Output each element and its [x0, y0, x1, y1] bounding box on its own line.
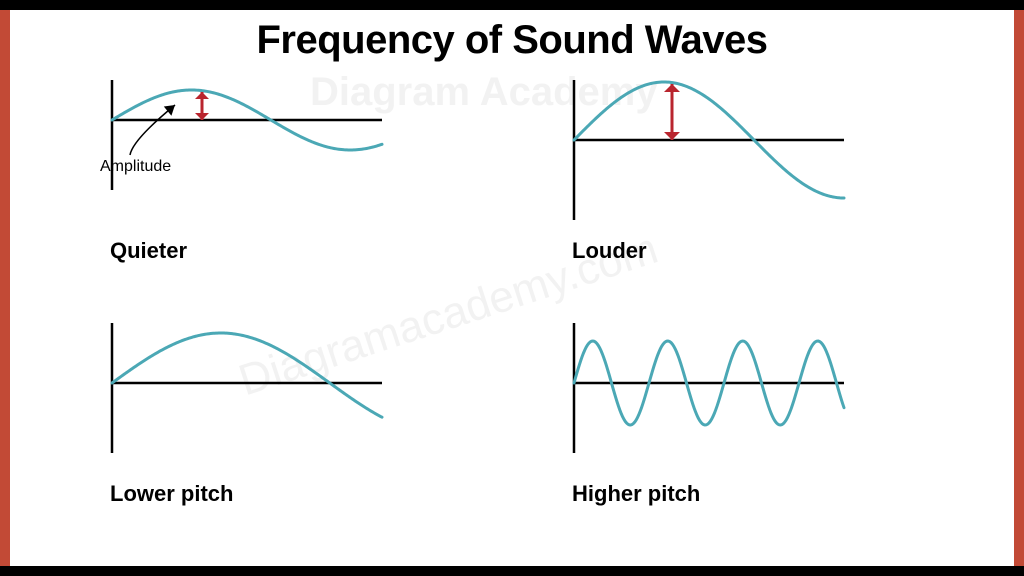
wave-grid: Amplitude Quieter Louder Lower pitch Hig… [90, 80, 954, 546]
page-title: Frequency of Sound Waves [10, 18, 1014, 63]
panel-higher-pitch: Higher pitch [552, 323, 954, 546]
panel-label-louder: Louder [572, 238, 647, 264]
wave-svg-lower-pitch [90, 323, 410, 473]
wave-svg-quieter [90, 80, 410, 230]
bottom-bar [0, 566, 1024, 576]
panel-label-quieter: Quieter [110, 238, 187, 264]
amplitude-label: Amplitude [100, 158, 171, 176]
panel-label-higher-pitch: Higher pitch [572, 481, 700, 507]
content-area: Diagram Academy Diagramacademy.com Frequ… [10, 10, 1014, 566]
left-accent-bar [0, 10, 10, 566]
top-bar [0, 0, 1024, 10]
wave-svg-louder [552, 80, 872, 230]
panel-louder: Louder [552, 80, 954, 303]
panel-label-lower-pitch: Lower pitch [110, 481, 233, 507]
panel-lower-pitch: Lower pitch [90, 323, 492, 546]
wave-svg-higher-pitch [552, 323, 872, 473]
panel-quieter: Amplitude Quieter [90, 80, 492, 303]
right-accent-bar [1014, 10, 1024, 566]
